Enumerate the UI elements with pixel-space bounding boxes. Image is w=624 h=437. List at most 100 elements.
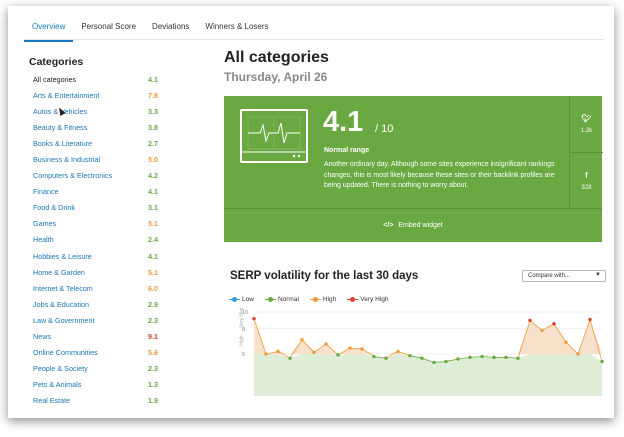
category-name[interactable]: Autos & Vehicles	[33, 106, 87, 116]
data-point	[540, 328, 544, 333]
score-max: / 10	[375, 123, 394, 135]
category-name[interactable]: Hobbies & Leisure	[33, 251, 92, 261]
category-name[interactable]: Arts & Entertainment	[33, 90, 100, 100]
category-item[interactable]: All categories 4.1	[33, 71, 158, 87]
data-point	[528, 318, 532, 323]
category-name[interactable]: Pets & Animals	[33, 380, 82, 390]
data-point	[348, 346, 352, 350]
category-item[interactable]: Law & Government 2.3	[33, 312, 158, 328]
category-name[interactable]: Home & Garden	[33, 267, 85, 277]
series-line-segment	[577, 319, 591, 355]
legend-item[interactable]: Low	[229, 296, 254, 303]
legend-label: High	[322, 296, 337, 303]
axis-label-very-high: Very High	[239, 308, 245, 328]
series-line-segment	[349, 347, 363, 350]
series-line-segment	[565, 341, 579, 355]
category-name[interactable]: Beauty & Fitness	[33, 122, 88, 132]
series-line-segment	[337, 347, 351, 356]
category-item[interactable]: Health 2.4	[33, 232, 158, 248]
category-name[interactable]: Health	[33, 235, 54, 245]
category-score: 4.1	[148, 187, 158, 197]
category-item[interactable]: Pets & Animals 1.3	[33, 377, 158, 393]
category-item[interactable]: Beauty & Fitness 3.8	[33, 119, 158, 135]
data-point	[336, 353, 340, 357]
category-item[interactable]: Computers & Electronics 4.2	[33, 168, 158, 184]
tab-deviations[interactable]: Deviations	[152, 22, 190, 31]
tab-personal-score[interactable]: Personal Score	[81, 22, 137, 31]
data-point	[396, 349, 400, 354]
chevron-down-icon: ▼	[595, 272, 601, 278]
category-name[interactable]: Books & Literature	[33, 138, 93, 148]
category-item[interactable]: Arts & Entertainment 7.8	[33, 87, 158, 103]
category-item[interactable]: Home & Garden 5.1	[33, 264, 158, 280]
category-item[interactable]: News 9.1	[33, 329, 158, 345]
category-score: 4.1	[148, 74, 158, 84]
category-item[interactable]: People & Society 2.3	[33, 361, 158, 377]
code-icon: </>	[383, 222, 394, 229]
data-point	[288, 356, 292, 360]
embed-widget-button[interactable]: </> Embed widget	[224, 222, 602, 229]
category-score: 6.0	[148, 283, 158, 293]
facebook-share-button[interactable]: f 328	[570, 171, 603, 191]
legend-item[interactable]: High	[309, 296, 337, 303]
twitter-share-button[interactable]: 🐦︎ 1.2k	[570, 114, 603, 134]
series-line-segment	[313, 343, 327, 353]
category-score: 2.3	[148, 364, 158, 374]
legend-item[interactable]: Normal	[264, 296, 299, 303]
category-item[interactable]: Real Estate 1.9	[33, 393, 158, 409]
series-line-segment	[373, 356, 387, 359]
data-point	[264, 352, 268, 356]
category-item[interactable]: Jobs & Education 2.9	[33, 296, 158, 312]
category-name[interactable]: Real Estate	[33, 396, 71, 406]
tab-overview[interactable]: Overview	[24, 16, 74, 42]
category-name[interactable]: Games	[33, 219, 57, 229]
category-name[interactable]: Internet & Telecom	[33, 283, 93, 293]
legend-item[interactable]: Very High	[347, 296, 389, 303]
volatility-title: SERP volatility for the last 30 days	[230, 270, 419, 282]
page-title: All categories	[224, 49, 329, 66]
category-item[interactable]: Business & Industrial 5.0	[33, 151, 158, 167]
category-name[interactable]: Business & Industrial	[33, 155, 101, 165]
category-item[interactable]: Games 5.1	[33, 216, 158, 232]
category-name[interactable]: Online Communities	[33, 348, 98, 358]
app-frame: Overview Personal Score Deviations Winne…	[8, 6, 614, 418]
category-name[interactable]: Jobs & Education	[33, 299, 89, 309]
category-score: 2.7	[148, 138, 158, 148]
data-point	[276, 349, 280, 354]
facebook-count: 328	[581, 185, 592, 191]
category-score: 3.1	[148, 203, 158, 213]
compare-select[interactable]: Compare with... ▼	[522, 270, 606, 282]
category-name[interactable]: Finance	[33, 187, 59, 197]
score-value: 4.1	[323, 106, 364, 138]
category-name[interactable]: Computers & Electronics	[33, 171, 113, 181]
tab-winners-losers[interactable]: Winners & Losers	[205, 22, 269, 31]
category-item[interactable]: Autos & Vehicles 3.3	[33, 103, 158, 119]
series-line-segment	[505, 356, 519, 359]
category-name[interactable]: People & Society	[33, 364, 88, 374]
category-item[interactable]: Finance 4.1	[33, 184, 158, 200]
normal-area	[254, 354, 602, 396]
category-item[interactable]: Online Communities 5.6	[33, 345, 158, 361]
data-point	[420, 356, 424, 360]
category-name[interactable]: Food & Drink	[33, 203, 75, 213]
axis-label-high: High	[239, 335, 245, 346]
category-item[interactable]: Books & Literature 2.7	[33, 135, 158, 151]
series-line-segment	[517, 320, 531, 359]
share-column: 🐦︎ 1.2k f 328	[569, 96, 603, 208]
category-score: 2.9	[148, 299, 158, 309]
data-point	[576, 352, 580, 356]
series-line-segment	[253, 318, 267, 355]
category-item[interactable]: Food & Drink 3.1	[33, 200, 158, 216]
data-point	[600, 359, 604, 364]
range-label: Normal range	[324, 147, 370, 154]
twitter-icon: 🐦︎	[581, 114, 592, 123]
category-name[interactable]: All categories	[33, 74, 77, 84]
data-point	[552, 322, 556, 326]
category-item[interactable]: Hobbies & Leisure 4.1	[33, 248, 158, 264]
category-name[interactable]: Law & Government	[33, 315, 95, 325]
category-item[interactable]: Internet & Telecom 6.0	[33, 280, 158, 296]
category-name[interactable]: News	[33, 332, 51, 342]
facebook-icon: f	[585, 171, 588, 180]
data-point	[516, 356, 520, 360]
legend-label: Very High	[360, 296, 389, 303]
